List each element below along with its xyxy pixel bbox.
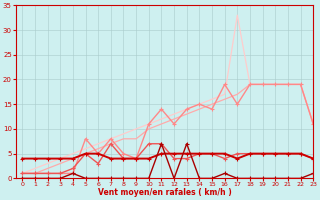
X-axis label: Vent moyen/en rafales ( km/h ): Vent moyen/en rafales ( km/h ) bbox=[98, 188, 231, 197]
